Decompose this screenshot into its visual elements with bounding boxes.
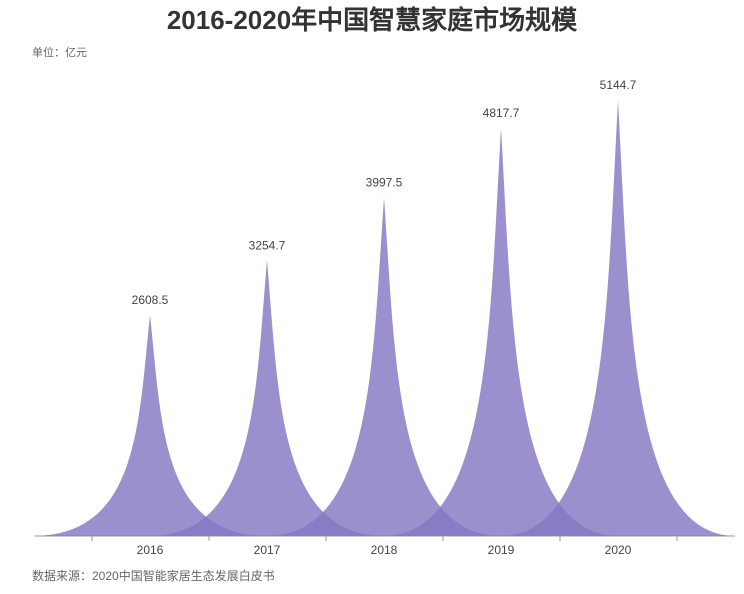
unit-label: 单位：亿元 [32,45,87,59]
x-tick-label: 2017 [254,543,281,557]
x-tick-label: 2018 [371,543,398,557]
value-label: 3997.5 [366,175,403,189]
x-tick-label: 2019 [488,543,515,557]
spike [500,100,736,536]
value-label: 3254.7 [249,238,286,252]
source-note: 数据来源：2020中国智能家居生态发展白皮书 [32,568,275,583]
chart-title: 2016-2020年中国智慧家庭市场规模 [167,5,578,35]
spike [266,197,502,536]
x-tick-label: 2016 [137,543,164,557]
value-label: 5144.7 [600,78,637,92]
value-label: 2608.5 [132,293,169,307]
value-label: 4817.7 [483,106,520,120]
spike [383,127,619,536]
x-tick-label: 2020 [605,543,632,557]
spike [32,314,268,536]
spike [149,260,385,536]
